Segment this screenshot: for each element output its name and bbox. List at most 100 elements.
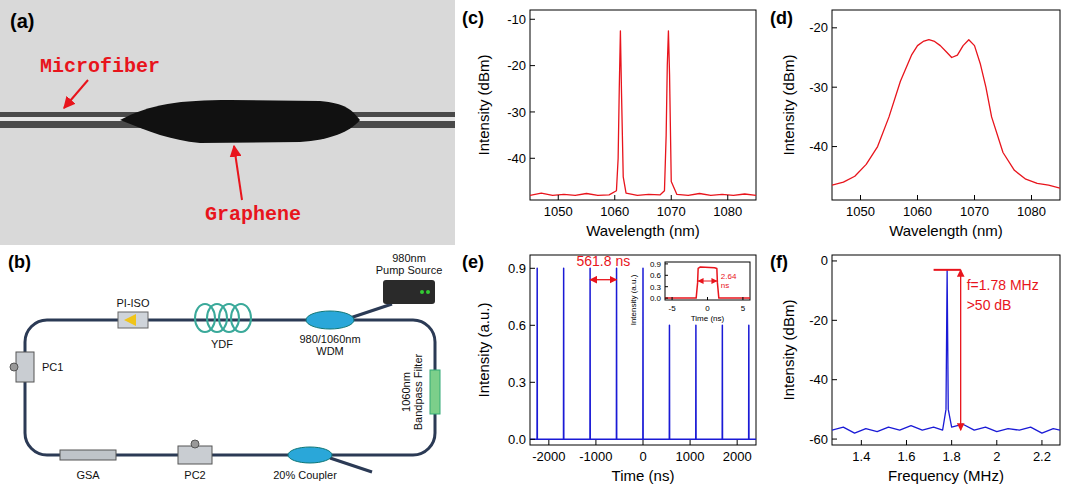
pump-led (420, 290, 424, 294)
isolator-arrow (124, 314, 136, 326)
y-tick-label: 0 (821, 253, 828, 268)
data-line (665, 267, 750, 298)
x-tick (917, 195, 918, 200)
panel-b: (b)980nmPump SourcePI-ISOYDF980/1060nmWD… (8, 252, 442, 481)
y-tick (832, 87, 837, 88)
x-tick-label: 1060 (903, 204, 932, 219)
annotation-line: ns (721, 281, 729, 290)
pc-knob (10, 363, 18, 371)
y-tick-label: 0.0 (650, 294, 662, 303)
y-tick (832, 439, 837, 440)
y-tick-label: -40 (507, 151, 526, 166)
figure: (a)MicrofiberGraphene(b)980nmPump Source… (0, 0, 1067, 487)
y-tick (530, 325, 535, 326)
x-axis-title: Wavelength (nm) (586, 222, 700, 239)
panel-a: (a)MicrofiberGraphene (0, 0, 455, 245)
x-tick-label: 2.2 (1033, 449, 1051, 464)
fiber-loop (25, 320, 435, 455)
chart-panel: 1050106010701080-20-30-40Wavelength (nm)… (770, 8, 1060, 239)
x-tick (614, 195, 615, 200)
y-tick (530, 158, 535, 159)
double-arrow (960, 270, 961, 430)
x-tick-label: 1.6 (897, 449, 915, 464)
y-tick-label: 0.6 (508, 318, 526, 333)
y-axis-title: Intensity (dBm) (780, 55, 797, 156)
chart-panel: 1050106010701080-10-20-30-40Wavelength (… (462, 8, 756, 239)
annotation: 561.8 ns (576, 253, 630, 269)
y-tick-label: 0.9 (650, 260, 662, 269)
y-axis-title: Intensity (a.u.) (475, 302, 492, 397)
data-group (665, 267, 750, 298)
y-tick-label: -30 (507, 105, 526, 120)
x-axis-title: Time (ns) (691, 314, 725, 323)
x-tick (558, 195, 559, 200)
x-tick (707, 297, 708, 300)
y-tick-label: -60 (809, 432, 828, 447)
y-tick-label: -20 (809, 20, 828, 35)
y-tick-label: 0.0 (508, 432, 526, 447)
component-label: 1060nm (400, 372, 412, 412)
x-tick (906, 440, 907, 445)
polarization-controller (16, 352, 34, 382)
panel-letter: (b) (8, 252, 31, 272)
y-tick-label: 0.6 (650, 271, 662, 280)
ydf-coil (195, 304, 215, 332)
pump-led (426, 290, 430, 294)
y-tick (530, 268, 535, 269)
plot-frame (665, 262, 750, 300)
annotation: f=1.78 MHz (967, 277, 1039, 293)
x-tick (951, 440, 952, 445)
y-tick (832, 146, 837, 147)
panel-letter: (f) (770, 252, 788, 272)
double-arrow (590, 279, 616, 280)
data-line (832, 40, 1060, 188)
component-label: PI-ISO (116, 297, 149, 309)
x-tick (974, 195, 975, 200)
x-tick (548, 440, 549, 445)
y-tick (832, 379, 837, 380)
panel-letter: (d) (770, 8, 793, 28)
bandpass-filter (430, 370, 440, 414)
y-tick-label: 0.3 (650, 283, 662, 292)
y-tick (665, 298, 668, 299)
x-axis-title: Wavelength (nm) (889, 222, 1003, 239)
y-tick (530, 382, 535, 383)
plot-frame (832, 10, 1060, 200)
panel-letter: (c) (462, 8, 484, 28)
x-tick (996, 440, 997, 445)
gsa (60, 450, 116, 460)
pointer-arrow (64, 80, 88, 108)
x-tick-label: 1070 (960, 204, 989, 219)
label: Microfiber (40, 55, 160, 78)
y-tick (832, 320, 837, 321)
marker-bar (934, 269, 961, 271)
double-arrow (698, 281, 717, 282)
annotation-line: 2.64 (721, 272, 737, 281)
component-label: PC2 (184, 469, 205, 481)
annotation: 2.64ns (721, 272, 737, 290)
x-tick (727, 195, 728, 200)
y-tick (530, 111, 535, 112)
x-tick-label: 1060 (600, 204, 629, 219)
data-line (832, 270, 1060, 433)
ydf-coil (231, 304, 251, 332)
x-tick-label: 2 (993, 449, 1000, 464)
component-label: 980/1060nm (299, 333, 360, 345)
wdm (306, 311, 354, 329)
pointer-arrow (234, 146, 242, 200)
chart-panel: 1.41.61.822.20-20-40-60Frequency (MHz)In… (770, 252, 1060, 484)
x-tick-label: 0 (705, 304, 710, 313)
y-tick (530, 65, 535, 66)
x-tick (861, 440, 862, 445)
x-tick (737, 440, 738, 445)
data-group (832, 40, 1060, 188)
y-tick (665, 275, 668, 276)
ydf-coil (219, 304, 239, 332)
x-tick-label: 5 (741, 304, 746, 313)
y-axis-title: Intensity (a.u.) (629, 274, 638, 325)
y-tick-label: -40 (809, 372, 828, 387)
component-label: 980nm (392, 252, 426, 264)
component-label: PC1 (42, 361, 63, 373)
chart-panel: -5050.00.30.60.9Time (ns)Intensity (a.u.… (629, 260, 750, 326)
annotation: >50 dB (967, 297, 1012, 313)
